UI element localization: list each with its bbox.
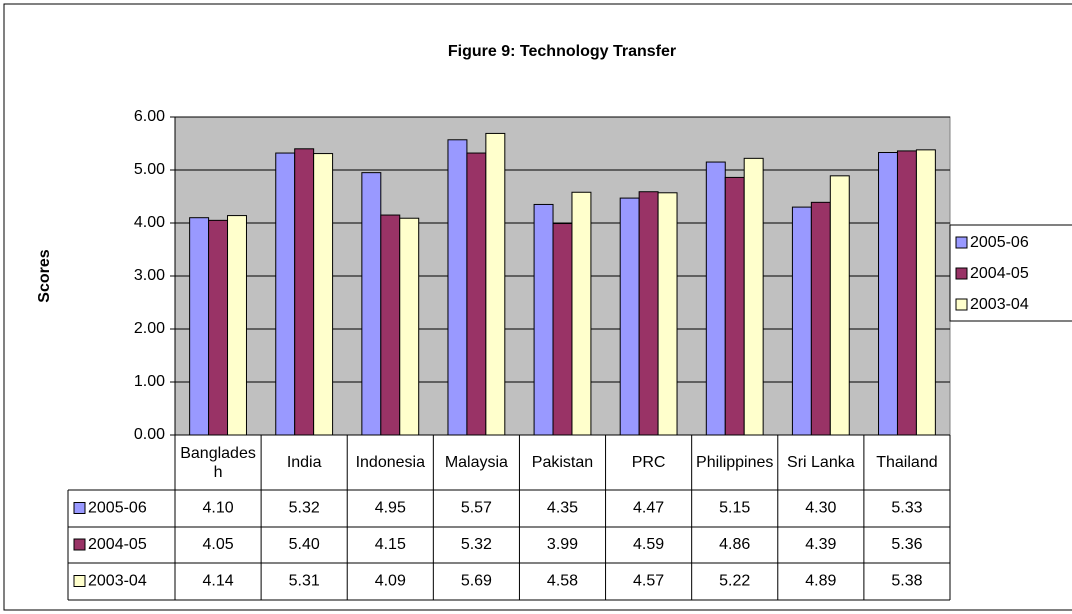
category-cell: Sri Lanka: [787, 454, 855, 471]
bar: [829, 175, 850, 436]
table-value: 5.32: [289, 500, 320, 517]
table-value: 4.35: [547, 500, 578, 517]
x-tick-label: India: [286, 454, 322, 471]
category-cell: Philippines: [696, 454, 774, 471]
bar: [896, 150, 917, 436]
bar: [571, 191, 592, 436]
table-value: 4.15: [375, 536, 406, 553]
bar: [638, 191, 659, 436]
legend-label: 2004-05: [970, 265, 1029, 282]
category-cell: Thailand: [876, 454, 938, 471]
bar: [447, 139, 468, 436]
bar: [208, 219, 229, 436]
table-value: 4.95: [375, 500, 406, 517]
bar: [294, 148, 315, 436]
table-value: 4.58: [547, 573, 578, 590]
category-cell: PRC: [631, 454, 666, 471]
y-tick-label: 0.00: [134, 426, 165, 443]
bar: [399, 217, 420, 436]
bar: [552, 223, 573, 436]
table-value: 4.86: [719, 536, 750, 553]
bar: [466, 152, 487, 436]
category-cell: Pakistan: [531, 454, 594, 471]
bar: [533, 203, 554, 436]
bar: [275, 152, 296, 436]
x-tick-label: Indonesia: [355, 454, 425, 471]
bar: [915, 149, 936, 436]
table-legend-key: [73, 575, 86, 587]
table-value: 5.40: [289, 536, 320, 553]
bar: [724, 176, 745, 436]
table-series-name: 2004-05: [88, 536, 147, 553]
x-tick-label: Thailand: [876, 454, 938, 471]
y-tick-label: 4.00: [134, 214, 165, 231]
table-value: 4.09: [375, 573, 406, 590]
legend-label: 2003-04: [970, 296, 1029, 313]
table-series-name: 2005-06: [88, 500, 147, 517]
chart-title: Figure 9: Technology Transfer: [448, 43, 676, 60]
table-legend-key: [73, 502, 86, 514]
bar: [227, 215, 247, 436]
table-value: 5.31: [289, 573, 320, 590]
x-tick-label: Sri Lanka: [787, 454, 855, 471]
y-axis-title: Scores: [36, 249, 53, 302]
x-tick-label: Malaysia: [444, 454, 508, 471]
table-value: 4.39: [805, 536, 836, 553]
bar: [705, 161, 726, 436]
category-cell: Bangladesh: [180, 444, 256, 481]
bar: [810, 201, 831, 436]
table-value: 4.10: [202, 500, 233, 517]
y-tick-label: 6.00: [134, 108, 165, 125]
legend-key: [955, 267, 968, 280]
bar: [313, 153, 334, 436]
category-cell: Malaysia: [444, 454, 508, 471]
bar: [380, 214, 401, 436]
table-value: 4.57: [633, 573, 664, 590]
x-tick-label: Philippines: [696, 454, 774, 471]
table-value: 4.47: [633, 500, 664, 517]
category-cell: India: [286, 454, 322, 471]
y-tick-label: 3.00: [134, 267, 165, 284]
bar: [878, 152, 898, 436]
table-value: 5.22: [719, 573, 750, 590]
table-value: 4.05: [202, 536, 233, 553]
bar: [189, 217, 210, 436]
legend-key: [955, 236, 968, 249]
table-value: 5.38: [891, 573, 922, 590]
table-value: 5.57: [461, 500, 492, 517]
table-value: 4.30: [805, 500, 836, 517]
bar: [361, 172, 382, 436]
table-value: 5.33: [891, 500, 922, 517]
table-value: 4.14: [202, 573, 233, 590]
table-value: 5.69: [461, 573, 492, 590]
category-cell: Indonesia: [355, 454, 425, 471]
table-value: 5.36: [891, 536, 922, 553]
legend-label: 2005-06: [970, 234, 1029, 251]
table-value: 5.15: [719, 500, 750, 517]
bar: [657, 192, 678, 436]
bar: [485, 132, 506, 436]
table-legend-key: [73, 538, 86, 551]
bar: [791, 206, 812, 436]
table-series-name: 2003-04: [88, 573, 147, 590]
legend-box: [949, 224, 1072, 322]
y-tick-label: 5.00: [134, 161, 165, 178]
y-tick-label: 2.00: [134, 320, 165, 337]
y-tick-label: 1.00: [134, 373, 165, 390]
legend-key: [955, 298, 968, 311]
table-value: 5.32: [461, 536, 492, 553]
bar: [743, 157, 764, 436]
x-tick-label: Bangladesh: [180, 444, 256, 481]
table-value: 4.59: [633, 536, 664, 553]
table-value: 4.89: [805, 573, 836, 590]
x-tick-label: Pakistan: [531, 454, 594, 471]
bar: [619, 197, 640, 436]
x-tick-label: PRC: [631, 454, 666, 471]
table-value: 3.99: [547, 536, 578, 553]
